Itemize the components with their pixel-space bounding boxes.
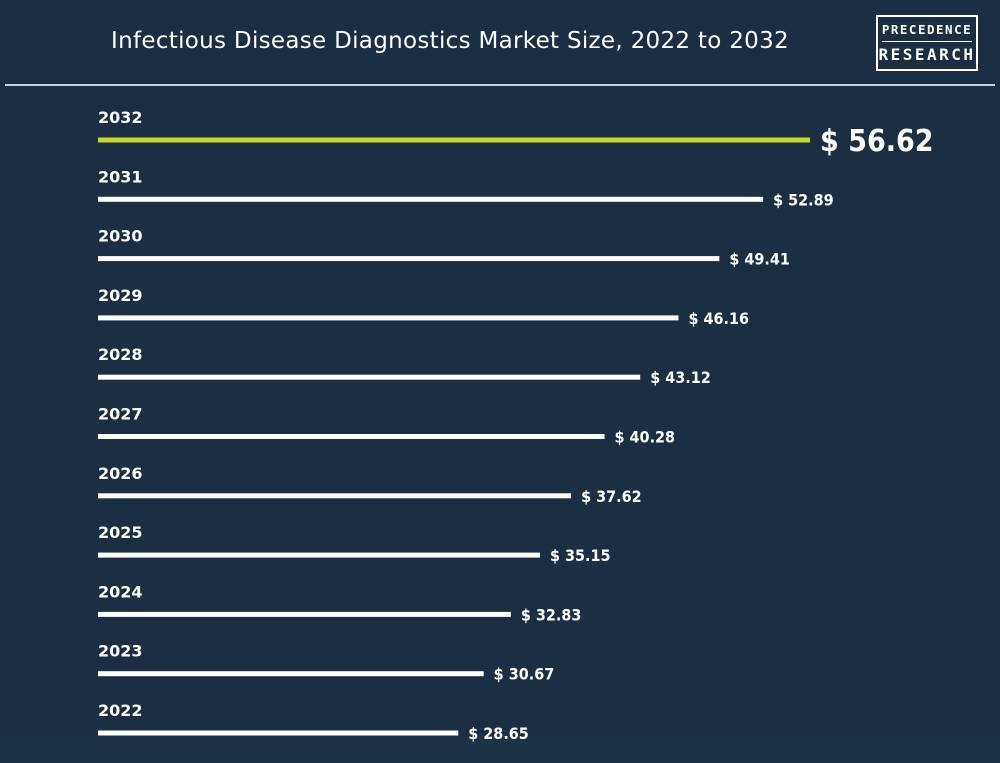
bar-2029 (98, 315, 679, 321)
bar-2023 (98, 671, 484, 677)
logo-separator (882, 40, 972, 42)
value-label-2028: $ 43.12 (650, 368, 711, 387)
year-label-2030: 2030 (98, 227, 143, 246)
year-label-2024: 2024 (98, 582, 143, 601)
chart-title: Infectious Disease Diagnostics Market Si… (111, 28, 789, 54)
year-label-2022: 2022 (98, 701, 143, 720)
bar-2030 (98, 256, 720, 262)
logo-line-2: RESEARCH (878, 44, 976, 64)
value-label-2026: $ 37.62 (581, 487, 642, 506)
year-label-2027: 2027 (98, 405, 143, 424)
value-label-2024: $ 32.83 (521, 605, 582, 624)
value-label-2030: $ 49.41 (729, 250, 790, 269)
bar-2022 (98, 730, 459, 736)
year-label-2026: 2026 (98, 464, 143, 483)
value-label-2022: $ 28.65 (468, 724, 529, 743)
value-label-2029: $ 46.16 (688, 309, 749, 328)
bar-2026 (98, 493, 572, 499)
bar-2027 (98, 434, 605, 439)
logo-line-1: PRECEDENCE (881, 21, 973, 37)
year-label-2029: 2029 (98, 286, 143, 305)
value-label-2031: $ 52.89 (773, 190, 834, 209)
bottom-strip (0, 736, 1000, 763)
value-label-2032: $ 56.62 (820, 124, 934, 159)
bar-2028 (98, 374, 641, 380)
bar-2031 (98, 196, 764, 202)
value-label-2027: $ 40.28 (615, 428, 676, 447)
year-label-2025: 2025 (98, 523, 143, 542)
year-label-2031: 2031 (98, 167, 143, 186)
brand-logo: PRECEDENCE RESEARCH (876, 15, 978, 71)
value-label-2025: $ 35.15 (550, 546, 611, 565)
year-label-2028: 2028 (98, 345, 143, 364)
value-label-2023: $ 30.67 (494, 665, 555, 684)
title-divider (5, 84, 995, 86)
bar-2025 (98, 552, 541, 558)
bar-2032 (98, 137, 810, 143)
year-label-2032: 2032 (98, 108, 143, 127)
year-label-2023: 2023 (98, 642, 143, 661)
bar-2024 (98, 611, 511, 617)
